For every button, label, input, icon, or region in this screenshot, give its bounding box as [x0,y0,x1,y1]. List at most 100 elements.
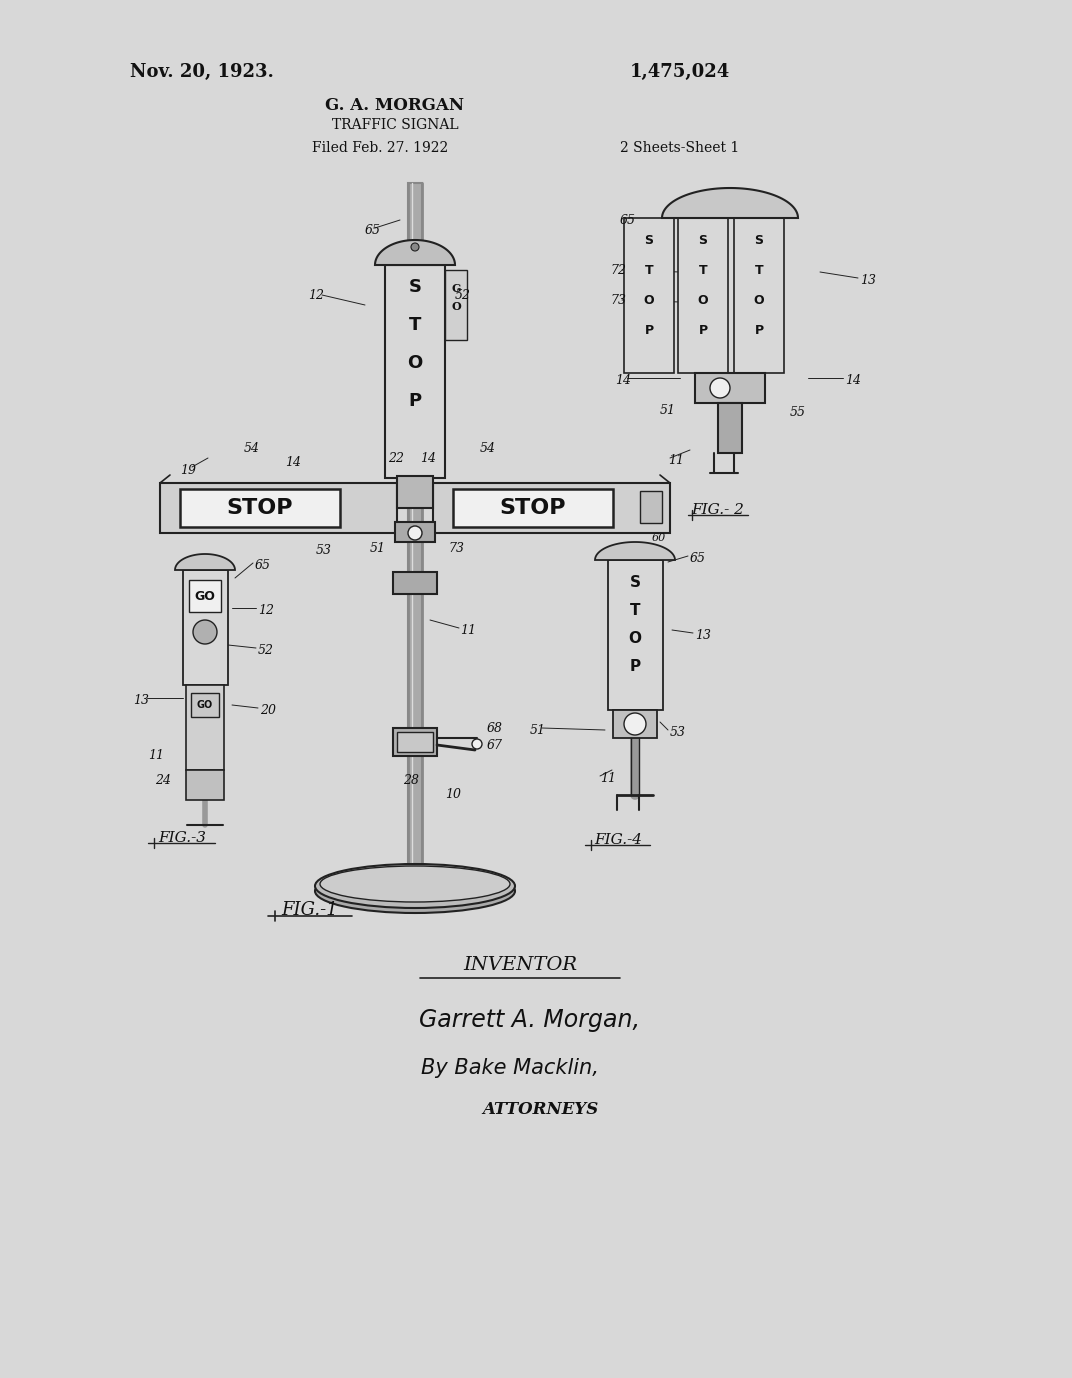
Text: 68: 68 [487,722,503,734]
Bar [160,484,397,533]
Text: 65: 65 [620,214,636,226]
Text: TRAFFIC SIGNAL: TRAFFIC SIGNAL [331,119,459,132]
Text: S: S [699,233,708,247]
Text: FIG.-3: FIG.-3 [158,831,206,845]
Ellipse shape [315,864,515,908]
Bar [189,580,221,612]
Bar [187,770,224,801]
Text: 65: 65 [364,223,381,237]
Text: 10: 10 [445,788,461,802]
Text: P: P [755,324,763,336]
Ellipse shape [710,378,730,398]
Text: 22: 22 [388,452,404,464]
Bar [640,491,662,524]
Bar [613,710,657,739]
Bar [191,693,219,717]
Text: S: S [644,233,654,247]
Bar [734,218,784,373]
Text: GO: GO [194,590,215,602]
Polygon shape [408,183,422,876]
Text: 67: 67 [487,739,503,751]
Text: T: T [629,602,640,617]
Text: O: O [407,354,422,372]
Text: By Bake Macklin,: By Bake Macklin, [421,1058,599,1078]
Bar [393,572,437,594]
Bar [385,265,445,478]
Text: ATTORNEYS: ATTORNEYS [482,1101,598,1119]
Text: 28: 28 [403,773,419,787]
Text: O: O [643,294,654,306]
Text: 11: 11 [668,453,684,467]
Text: 65: 65 [255,558,271,572]
Text: 13: 13 [695,628,711,642]
Text: P: P [699,324,708,336]
Text: 53: 53 [670,725,686,739]
Bar [187,685,224,770]
Text: 11: 11 [600,772,616,784]
Text: Filed Feb. 27. 1922: Filed Feb. 27. 1922 [312,141,448,154]
Text: T: T [699,263,708,277]
Ellipse shape [472,739,482,750]
Text: S: S [755,233,763,247]
Polygon shape [595,542,675,559]
Ellipse shape [315,870,515,914]
Polygon shape [662,187,798,218]
Text: G. A. MORGAN: G. A. MORGAN [326,96,464,113]
Text: O: O [754,294,764,306]
Ellipse shape [624,712,646,734]
Text: FIG.- 2: FIG.- 2 [691,503,744,517]
Text: INVENTOR: INVENTOR [463,956,577,974]
Bar [608,559,662,710]
Text: 13: 13 [133,693,149,707]
Ellipse shape [411,243,419,251]
Text: 24: 24 [155,773,172,787]
Text: 72: 72 [610,263,626,277]
Ellipse shape [321,865,510,903]
Bar [397,732,433,752]
Text: 73: 73 [448,542,464,554]
Text: S: S [408,278,421,296]
Polygon shape [375,240,455,265]
Text: 52: 52 [455,288,471,302]
Text: 14: 14 [615,373,631,386]
Text: STOP: STOP [227,497,294,518]
Bar [183,570,228,685]
Text: P: P [408,391,421,411]
Text: 20: 20 [260,704,276,717]
Text: 12: 12 [258,604,274,616]
Text: FIG.-1: FIG.-1 [282,901,339,919]
Text: Nov. 20, 1923.: Nov. 20, 1923. [130,63,273,81]
Bar [718,402,742,453]
Text: 1,475,024: 1,475,024 [630,63,730,81]
Bar [624,218,674,373]
Text: T: T [408,316,421,333]
Text: GO: GO [197,700,213,710]
Text: Garrett A. Morgan,: Garrett A. Morgan, [419,1007,640,1032]
Text: O: O [698,294,709,306]
Text: 54: 54 [480,441,496,455]
Text: 13: 13 [860,273,876,287]
Text: STOP: STOP [500,497,566,518]
Text: T: T [644,263,653,277]
Bar [678,218,728,373]
Text: 60: 60 [652,533,667,543]
Bar [433,484,670,533]
Text: 52: 52 [258,644,274,656]
Text: 11: 11 [460,623,476,637]
Text: 73: 73 [610,294,626,306]
Text: G: G [451,282,461,294]
Bar [393,728,437,757]
Text: 12: 12 [308,288,324,302]
Text: 19: 19 [180,463,196,477]
Text: 2 Sheets-Sheet 1: 2 Sheets-Sheet 1 [620,141,740,154]
Text: P: P [629,659,641,674]
Ellipse shape [193,620,217,644]
Text: 51: 51 [660,404,676,416]
Text: S: S [629,575,640,590]
Text: P: P [644,324,654,336]
Text: FIG.-4: FIG.-4 [594,832,642,847]
Text: 11: 11 [148,748,164,762]
Bar [180,489,340,526]
Text: T: T [755,263,763,277]
Bar [397,475,433,508]
